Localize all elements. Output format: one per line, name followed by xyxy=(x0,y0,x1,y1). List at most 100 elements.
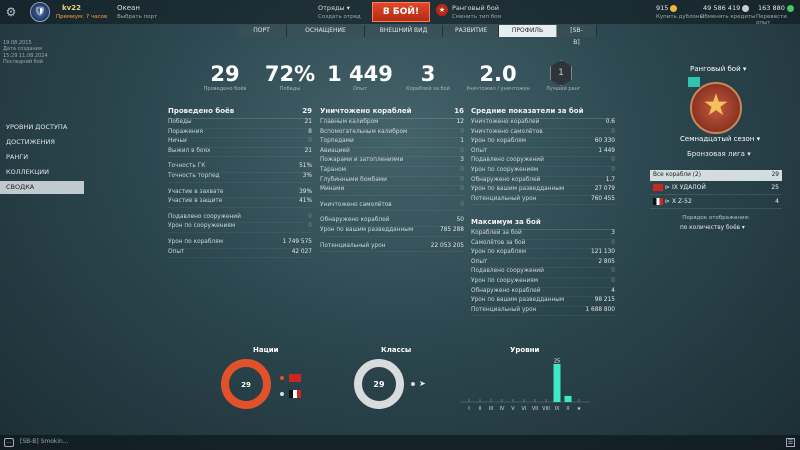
buy-doubloons-link[interactable]: Купить дублоны xyxy=(656,14,704,20)
chat-icon[interactable]: … xyxy=(4,438,14,447)
nations-title: Нации xyxy=(253,346,279,354)
stat-label: Выжил в боях xyxy=(168,147,211,154)
stat-label: Точность ГК xyxy=(168,163,206,170)
contacts-icon[interactable]: ☰ xyxy=(786,438,795,447)
stat-value: 0 xyxy=(460,147,464,154)
stat-value: 0 xyxy=(308,223,312,230)
stat-label: Урон по вашим разведданным xyxy=(471,186,565,193)
season-selector[interactable]: Семнадцатый сезон ▾ xyxy=(680,135,760,143)
averages-title: Средние показатели за бой xyxy=(471,107,584,115)
battle-button[interactable]: В БОЙ! xyxy=(372,2,430,22)
stat-label: Уничтожено самолётов xyxy=(320,201,392,208)
all-ships-label: Все корабли (2) xyxy=(653,172,701,178)
league-medal xyxy=(690,82,742,134)
stat-value: 0 xyxy=(611,157,615,164)
menu-collections[interactable]: КОЛЛЕКЦИИ xyxy=(6,168,49,176)
battles-title: Проведено боёв xyxy=(168,107,235,115)
stat-row: Урон по кораблям 60 330 xyxy=(471,138,615,148)
stat-label: Участие в защите xyxy=(168,198,223,205)
legend-dot xyxy=(280,392,284,396)
credits-value[interactable]: 49 586 419 xyxy=(703,4,750,12)
stat-label: Обнаружено кораблей xyxy=(471,287,541,294)
convert-xp-link[interactable]: Перевести опыт xyxy=(756,14,787,26)
stat-label: Урон по сооружениям xyxy=(471,277,539,284)
stat-row: Уничтожено кораблей 0.6 xyxy=(471,119,615,129)
stat-row: Самолётов за бой 0 xyxy=(471,240,615,250)
stat-row: Опыт 2 805 xyxy=(471,259,615,269)
stat-value: 41% xyxy=(299,198,312,205)
create-squad-link[interactable]: Создать отряд xyxy=(318,14,361,20)
premium-status: Премиум: 7 часов xyxy=(56,14,108,20)
tab-profile[interactable]: ПРОФИЛЬ xyxy=(499,25,557,37)
ranked-battle-label: Ранговый бой xyxy=(690,65,741,73)
destroyed-total: 16 xyxy=(454,107,464,115)
stat-row: Урон по вашим разведданным 785 288 xyxy=(320,227,464,237)
squad-label: Отряды xyxy=(318,4,345,12)
stat-value: 60 330 xyxy=(594,138,615,145)
stat-kd-value: 2.0 xyxy=(479,62,517,86)
choose-port-link[interactable]: Выбрать порт xyxy=(117,14,158,20)
tab-clan[interactable]: [SB-B] xyxy=(557,25,597,46)
stat-label: Урон по сооружениям xyxy=(168,223,236,230)
account-created-date: 19.08.2015 xyxy=(3,40,32,46)
stat-row: Глубинными бомбами 0 xyxy=(320,177,464,187)
classes-total: 29 xyxy=(373,380,385,389)
chat-bar xyxy=(0,435,800,450)
ship-row-udaloy[interactable]: ⊳ IX УДАЛОЙ 25 xyxy=(650,181,782,195)
tab-port[interactable]: ПОРТ xyxy=(237,25,287,37)
change-battle-type-link[interactable]: Сменить тип боя xyxy=(452,14,501,20)
stat-value: 121 130 xyxy=(591,249,615,256)
stat-value: 1 688 800 xyxy=(585,306,615,313)
destroyer-icon[interactable]: ➤ xyxy=(419,379,426,388)
free-xp-value[interactable]: 163 880 xyxy=(758,4,794,12)
menu-summary[interactable]: СВОДКА xyxy=(0,181,84,194)
stat-label: Урон по кораблям xyxy=(168,238,223,245)
sort-order-selector[interactable]: по количеству боёв ▾ xyxy=(680,225,745,231)
menu-access-levels[interactable]: УРОВНИ ДОСТУПА xyxy=(6,123,68,131)
tab-development[interactable]: РАЗВИТИЕ xyxy=(443,25,499,37)
stat-row: Точность ГК 51% xyxy=(168,163,312,173)
germany-flag-icon[interactable] xyxy=(289,390,301,398)
menu-achievements[interactable]: ДОСТИЖЕНИЯ xyxy=(6,138,55,146)
stat-value: 1 749 575 xyxy=(282,238,312,245)
ships-table-header[interactable]: Все корабли (2) 29 xyxy=(650,170,782,181)
stat-label: Урон по вашим разведданным xyxy=(471,297,565,304)
stat-label: Опыт xyxy=(168,248,185,255)
tier-bar-IX[interactable] xyxy=(553,364,561,402)
ship-row-z52[interactable]: ⊳ X Z-52 4 xyxy=(650,195,782,209)
last-battle-label: Последний бой xyxy=(3,59,44,65)
doubloons-value[interactable]: 915 xyxy=(656,4,678,12)
tier-bar-X[interactable] xyxy=(564,395,572,402)
tab-appearance[interactable]: ВНЕШНИЙ ВИД xyxy=(365,25,443,37)
stat-value: 51% xyxy=(299,163,312,170)
battle-type-label[interactable]: Ранговый бой xyxy=(452,4,500,12)
ussr-flag-icon[interactable] xyxy=(289,374,301,382)
user-name[interactable]: kv22 xyxy=(62,4,81,12)
stat-value: 0 xyxy=(460,201,464,208)
squad-button[interactable]: Отряды ▾ xyxy=(318,4,350,12)
stat-xp: 1 449 Опыт xyxy=(326,62,394,92)
stat-label: Точность торпед xyxy=(168,172,220,179)
league-selector[interactable]: Бронзовая лига ▾ xyxy=(687,150,751,158)
stat-row: Ничьи 0 xyxy=(168,138,312,148)
clan-badge-icon[interactable]: 🛡 xyxy=(30,2,50,22)
main-nav: ПОРТ ОСНАЩЕНИЕ ВНЕШНИЙ ВИД РАЗВИТИЕ ПРОФ… xyxy=(237,25,597,46)
stat-value: 0 xyxy=(308,138,312,145)
league-label: Бронзовая лига xyxy=(687,150,745,158)
chat-channel[interactable]: [SB-B] Smokin... xyxy=(20,438,69,445)
exchange-credits-link[interactable]: Обменять кредиты xyxy=(700,14,756,20)
stat-kd-label: Уничтожил / уничтожен xyxy=(466,86,530,92)
battles-table-header: Проведено боёв 29 xyxy=(168,107,312,119)
stat-value: 0 xyxy=(611,268,615,275)
stat-row: Авиацией 0 xyxy=(320,148,464,158)
stat-row: Уничтожено самолётов 0 xyxy=(320,202,464,212)
port-name[interactable]: Океан xyxy=(117,4,140,12)
ranked-battle-selector[interactable]: Ранговый бой ▾ xyxy=(690,65,746,73)
stat-label: Глубинными бомбами xyxy=(320,176,387,183)
stat-label: Урон по вашим разведданным xyxy=(320,226,414,233)
gear-icon[interactable]: ⚙ xyxy=(5,5,17,19)
stat-row: Урон по сооружениям 0 xyxy=(471,167,615,177)
menu-ranks[interactable]: РАНГИ xyxy=(6,153,29,161)
tab-equipment[interactable]: ОСНАЩЕНИЕ xyxy=(287,25,365,37)
